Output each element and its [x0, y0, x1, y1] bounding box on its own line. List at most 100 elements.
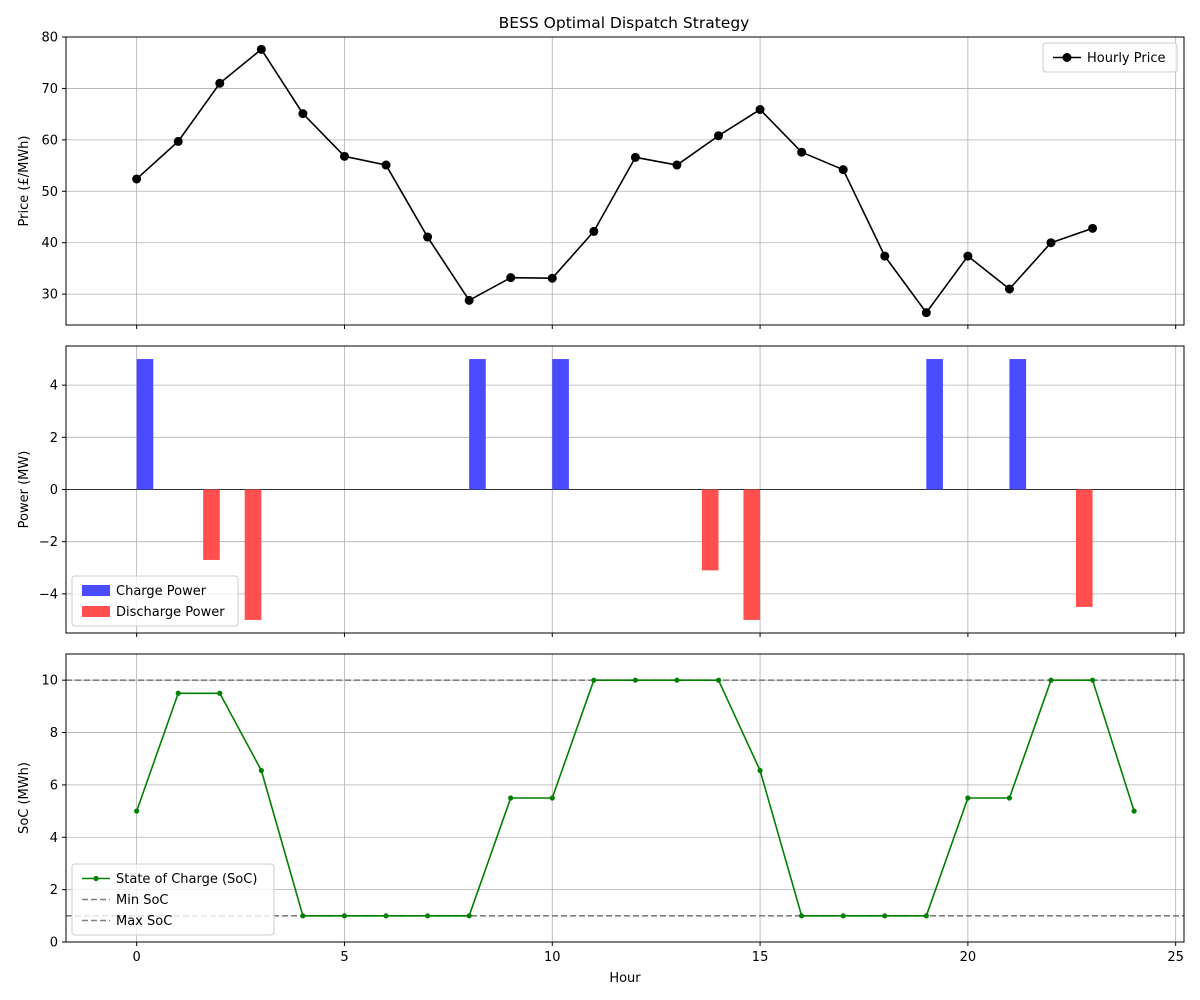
figure-title: BESS Optimal Dispatch Strategy	[499, 14, 750, 32]
discharge-power-bar	[701, 489, 719, 571]
discharge-power-bar	[743, 489, 761, 620]
state-of-charge-soc-point	[757, 767, 763, 774]
plot-frame	[65, 653, 1185, 943]
legend: Charge Power Discharge Power	[71, 575, 239, 627]
charge-power-bar	[552, 359, 569, 490]
hourly-price-point	[714, 131, 724, 141]
charge-power-bar	[469, 359, 486, 490]
charge-power-bar	[926, 359, 943, 490]
legend-box	[71, 863, 275, 936]
hourly-price-point	[506, 273, 516, 283]
legend-label-min-soc: Min SoC	[116, 893, 168, 908]
legend-label-hourly-price: Hourly Price	[1087, 51, 1165, 66]
y-tick-label: 8	[50, 726, 58, 741]
state-of-charge-soc-point	[1048, 677, 1054, 683]
legend-label-max-soc: Max SoC	[116, 914, 172, 929]
y-tick-label: 70	[41, 82, 58, 97]
hourly-price-point	[215, 78, 225, 88]
charge-power-bar	[136, 359, 154, 490]
legend: Hourly Price	[1042, 42, 1178, 73]
state-of-charge-soc-point	[799, 913, 805, 919]
discharge-power-bar	[1075, 489, 1093, 607]
state-of-charge-soc-point	[1131, 808, 1137, 814]
x-tick-label: 5	[340, 950, 348, 965]
hourly-price-point	[838, 165, 848, 175]
hourly-price-point	[339, 151, 349, 161]
state-of-charge-soc-point	[549, 795, 555, 801]
y-tick-label: 2	[50, 431, 58, 446]
state-of-charge-soc-point	[341, 913, 348, 919]
hourly-price-point	[423, 232, 433, 242]
x-axis-label: Hour	[609, 971, 641, 986]
state-of-charge-soc-point	[508, 795, 514, 801]
state-of-charge-soc-point	[715, 677, 722, 683]
state-of-charge-soc-point	[424, 913, 431, 919]
y-axis-label: Price (£/MWh)	[17, 136, 32, 227]
y-tick-label: 40	[41, 236, 58, 251]
y-tick-label: 50	[41, 185, 58, 200]
legend-box	[71, 575, 239, 627]
price-panel: 30 40 50 60 70 80 Price (£/MWh) Hourly Price	[17, 31, 1185, 329]
hourly-price-point	[755, 105, 765, 115]
y-tick-label: 0	[50, 483, 58, 498]
y-tick-label: 30	[41, 288, 58, 303]
legend-swatch-discharge-power	[82, 606, 110, 617]
y-tick-label: −4	[39, 587, 58, 602]
hourly-price-point	[298, 109, 308, 119]
x-tick-label: 25	[1167, 950, 1184, 965]
x-tick-label: 15	[752, 950, 769, 965]
y-tick-label: 10	[41, 674, 58, 689]
hourly-price-point	[132, 174, 142, 184]
power-panel: −4 −2 0 2 4 Power (MW) Charge Power Discharge P…	[17, 345, 1185, 637]
state-of-charge-soc-point	[1006, 795, 1013, 801]
state-of-charge-soc-point	[175, 690, 181, 696]
state-of-charge-soc-point	[383, 913, 389, 919]
x-tick-label: 10	[544, 950, 561, 965]
state-of-charge-soc-line	[135, 679, 1135, 917]
state-of-charge-soc-point	[674, 677, 680, 683]
x-tick-label: 0	[133, 950, 141, 965]
state-of-charge-soc-point	[466, 913, 472, 919]
state-of-charge-soc-point	[300, 913, 306, 919]
hourly-price-point	[1088, 223, 1098, 233]
hourly-price-point	[1004, 284, 1014, 294]
y-tick-label: −2	[39, 535, 58, 550]
legend-swatch-charge-power	[82, 585, 110, 596]
hourly-price-point	[921, 308, 931, 318]
legend-box	[1042, 42, 1178, 73]
hourly-price-point	[880, 251, 890, 261]
state-of-charge-soc-point	[840, 913, 846, 919]
legend-label-discharge-power: Discharge Power	[116, 605, 225, 620]
y-tick-label: 0	[50, 936, 58, 951]
hourly-price-point	[381, 160, 391, 170]
discharge-power-bar	[203, 489, 220, 560]
discharge-power-bar	[244, 489, 262, 620]
state-of-charge-soc-point	[1089, 677, 1096, 683]
hourly-price-point	[589, 226, 599, 236]
state-of-charge-soc-point	[882, 913, 888, 919]
state-of-charge-soc-point	[591, 677, 597, 683]
state-of-charge-soc-point	[923, 913, 929, 919]
hourly-price-point	[630, 152, 640, 162]
hourly-price-point	[963, 251, 973, 261]
y-axis-label: Power (MW)	[17, 451, 32, 529]
hourly-price-point	[797, 147, 807, 157]
y-tick-label: 4	[50, 379, 58, 394]
hourly-price-point	[256, 44, 266, 54]
legend: State of Charge (SoC) Min SoC Max SoC	[71, 863, 275, 936]
y-axis-label: SoC (MWh)	[17, 762, 32, 834]
plot-frame	[65, 36, 1185, 326]
charge-power-bar	[1009, 359, 1027, 490]
legend-label-state-of-charge-soc: State of Charge (SoC)	[116, 872, 257, 887]
hourly-price-point	[464, 295, 474, 305]
hourly-price-point	[547, 273, 557, 283]
state-of-charge-soc-point	[965, 795, 971, 801]
state-of-charge-soc-point	[258, 767, 264, 774]
y-tick-label: 4	[50, 831, 58, 846]
hourly-price-point	[173, 136, 183, 146]
y-tick-label: 80	[41, 31, 58, 46]
y-tick-label: 60	[41, 133, 58, 148]
state-of-charge-soc-point	[134, 808, 140, 814]
x-tick-label: 20	[960, 950, 977, 965]
